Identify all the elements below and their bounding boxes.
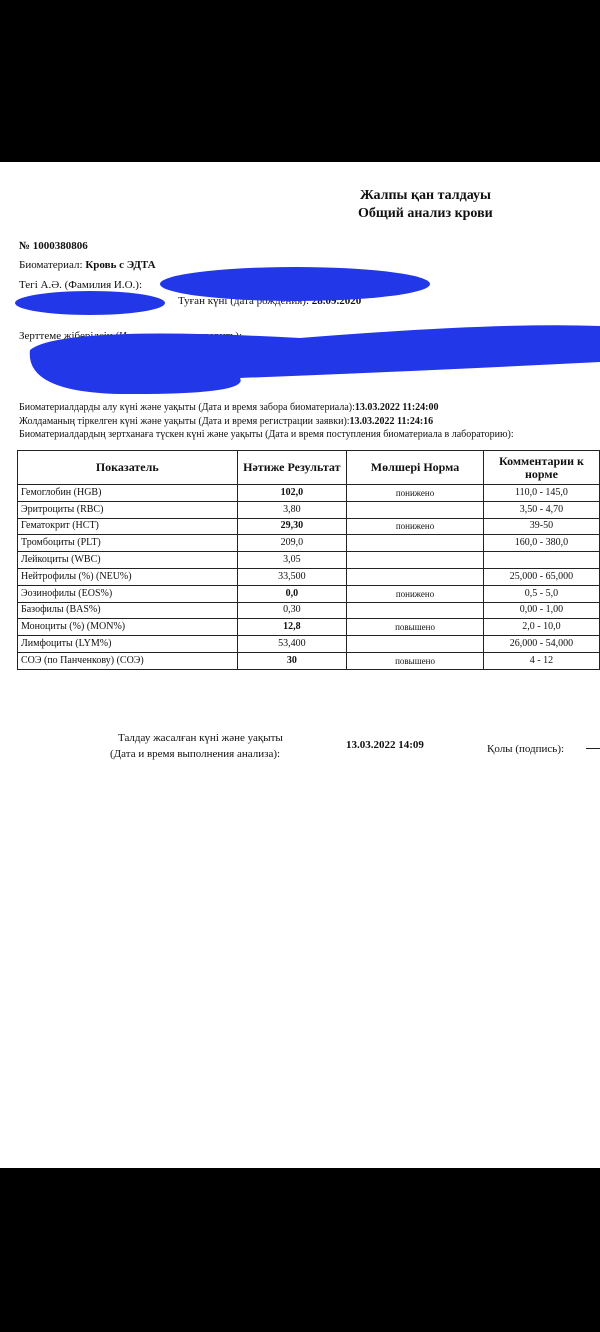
table-row: Гемоглобин (HGB) 102,0 понижено 110,0 - 145… bbox=[17, 484, 600, 502]
results-table: Показатель Нәтиже Результат Мөлшері Норма К… bbox=[17, 450, 600, 670]
biomaterial-row: Биоматериал: Кровь с ЭДТА bbox=[19, 259, 156, 271]
name-label: Тегі А.Ә. (Фамилия И.О.): bbox=[19, 279, 143, 291]
redaction bbox=[15, 291, 165, 315]
signature-line bbox=[586, 748, 600, 749]
table-cell: повышено bbox=[346, 651, 484, 670]
table-row: Тромбоциты (PLT) 209,0 160,0 - 380,0 bbox=[17, 534, 600, 553]
table-cell: 4 - 12 bbox=[482, 651, 600, 670]
column-header: Мөлшері Норма bbox=[346, 450, 484, 485]
redaction bbox=[160, 267, 430, 301]
date-label: Биоматериалдардың зертханаға түскен күні… bbox=[19, 429, 514, 440]
number: № 1000380806 bbox=[19, 240, 88, 252]
value: Кровь с ЭДТА bbox=[85, 259, 156, 271]
label: Биоматериал: bbox=[19, 259, 83, 271]
table-row: Эритроциты (RBC) 3,80 3,50 - 4,70 bbox=[17, 500, 600, 519]
date-value: 13.03.2022 11:24:00 bbox=[354, 402, 439, 413]
date-label: Жолдаманың тіркелген күні және уақыты (Д… bbox=[19, 415, 350, 427]
table-row: Нейтрофилы (%) (NEU%) 33,500 25,000 - 65,0… bbox=[17, 567, 600, 586]
footer-datetime: 13.03.2022 14:09 bbox=[346, 739, 424, 751]
column-header: Показатель bbox=[17, 450, 238, 485]
column-header: Комментарии к норме bbox=[482, 450, 600, 485]
table-row: Лейкоциты (WBC) 3,05 bbox=[17, 551, 600, 569]
date-row: Биоматериалдарды алу күні және уақыты (Д… bbox=[19, 402, 438, 413]
title-ru: Общий анализ крови bbox=[358, 206, 493, 221]
table-cell: СОЭ (по Панченкову) (СОЭ) bbox=[17, 651, 238, 670]
signature-label: Қолы (подпись): bbox=[487, 743, 565, 755]
title-kz: Жалпы қан талдауы bbox=[360, 188, 491, 203]
footer-label-kz: Талдау жасалған күні және уақыты bbox=[118, 732, 283, 744]
table-row: СОЭ (по Панченкову) (СОЭ) 30 повышено 4 - 1… bbox=[17, 651, 600, 670]
table-row: Моноциты (%) (MON%) 12,8 повышено 2,0 - 10,… bbox=[17, 618, 600, 637]
footer-label-ru: (Дата и время выполнения анализа): bbox=[110, 748, 281, 760]
date-row: Жолдаманың тіркелген күні және уақыты (Д… bbox=[19, 416, 433, 427]
table-cell: 0,00 - 1,00 bbox=[482, 601, 600, 620]
date-value: 13.03.2022 11:24:16 bbox=[349, 415, 434, 427]
redaction bbox=[29, 325, 600, 395]
table-row: Эозинофилы (EOS%) 0,0 понижено 0,5 - 5,0 bbox=[17, 584, 600, 603]
date-label: Биоматериалдарды алу күні және уақыты (Д… bbox=[19, 402, 355, 413]
column-header: Нәтиже Результат bbox=[236, 450, 348, 485]
date-row: Биоматериалдардың зертханаға түскен күні… bbox=[19, 429, 514, 440]
